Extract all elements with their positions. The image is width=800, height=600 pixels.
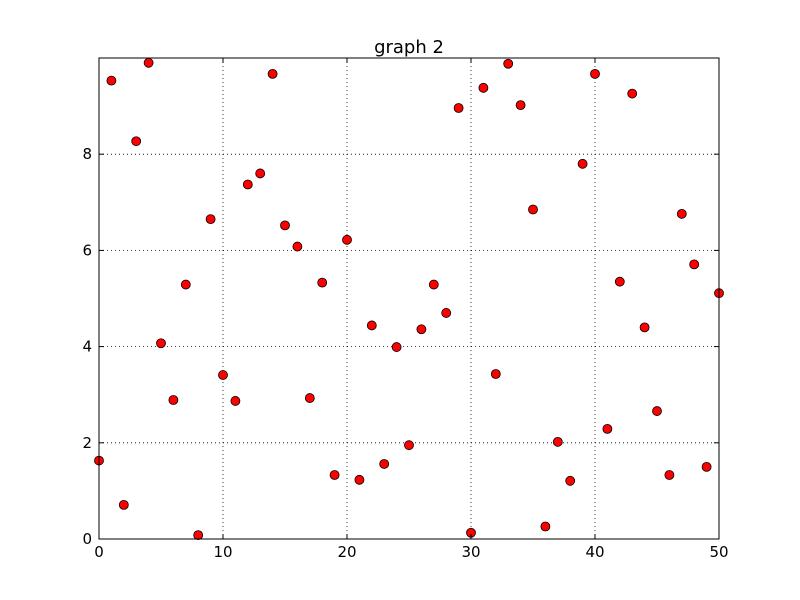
y-tick-label: 0 [82, 530, 92, 548]
data-point [168, 395, 179, 405]
data-point [490, 369, 501, 379]
x-tick-label: 0 [94, 543, 104, 561]
data-point [639, 322, 650, 333]
data-point [515, 100, 526, 111]
x-tick-labels: 0 10 20 30 40 50 [94, 543, 728, 561]
data-point [218, 370, 228, 380]
x-tick-label: 40 [585, 543, 604, 561]
data-point [118, 499, 129, 510]
data-point [180, 279, 191, 290]
data-point [366, 320, 377, 331]
data-point [230, 396, 241, 406]
data-point [652, 406, 662, 416]
data-points [94, 57, 724, 541]
data-point [329, 470, 340, 480]
data-point [404, 440, 414, 451]
data-point [342, 234, 352, 245]
data-point [528, 204, 538, 215]
data-point [391, 342, 402, 352]
data-point [354, 474, 365, 485]
data-point [242, 179, 253, 190]
data-point [503, 58, 514, 69]
data-point [552, 436, 563, 447]
x-tick-label: 20 [337, 543, 356, 561]
y-tick-labels: 0 2 4 6 8 [82, 145, 92, 548]
y-tick-label: 2 [82, 434, 92, 452]
y-tick-label: 6 [82, 241, 92, 259]
data-point [565, 475, 576, 486]
data-point [156, 338, 166, 349]
data-point [131, 136, 142, 147]
x-tick-label: 10 [213, 543, 232, 561]
data-point [428, 279, 439, 290]
data-point [453, 103, 464, 113]
data-point [143, 57, 154, 68]
grid [99, 58, 719, 539]
data-point [577, 158, 588, 169]
data-point [441, 308, 452, 318]
data-point [478, 82, 489, 93]
data-point [193, 530, 204, 541]
data-point [292, 241, 303, 252]
data-point [379, 459, 390, 469]
x-tick-label: 50 [709, 543, 728, 561]
plot-frame [98, 57, 720, 540]
data-point [255, 168, 266, 179]
data-point [689, 259, 700, 270]
y-tick-label: 8 [82, 145, 92, 163]
data-point [540, 521, 551, 532]
x-tick-label: 30 [461, 543, 480, 561]
y-tick-label: 4 [82, 338, 92, 356]
data-point [317, 277, 328, 288]
data-point [627, 88, 638, 99]
data-point [701, 461, 712, 472]
data-point [664, 470, 675, 480]
data-point [205, 214, 216, 225]
data-point [267, 68, 278, 79]
data-point [590, 68, 600, 79]
data-point [304, 393, 315, 403]
data-point [602, 423, 613, 434]
axis-ticks [98, 58, 720, 540]
data-point [614, 276, 625, 287]
data-point [280, 220, 290, 231]
chart-title: graph 2 [374, 37, 444, 58]
data-point [106, 75, 117, 86]
data-point [676, 208, 687, 219]
data-point [416, 324, 427, 335]
